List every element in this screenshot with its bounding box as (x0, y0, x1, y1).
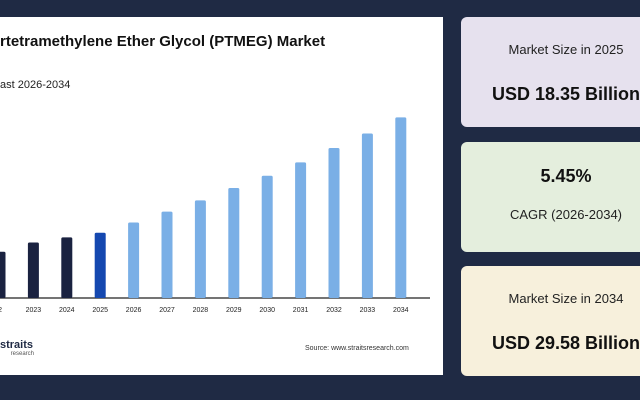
chart-panel: rtetramethylene Ether Glycol (PTMEG) Mar… (0, 17, 443, 375)
bar-2033 (361, 133, 373, 298)
bar-2029 (228, 188, 240, 298)
market-size-2034-card: Market Size in 2034 USD 29.58 Billion (461, 266, 640, 376)
x-tick-label: 2025 (92, 307, 108, 314)
card-value: 5.45% (540, 166, 592, 186)
cagr-card: 5.45% CAGR (2026-2034) (461, 142, 640, 252)
x-tick-label: 2031 (293, 307, 309, 314)
bar-22 (0, 251, 6, 298)
bar-2034 (395, 117, 407, 298)
logo-main-text: straits (0, 339, 34, 351)
bar-2023 (27, 242, 39, 298)
x-tick-label: 2033 (360, 307, 376, 314)
card-label: Market Size in 2034 (508, 291, 624, 306)
bar-2024 (61, 237, 73, 298)
straits-research-logo: straits research (0, 340, 40, 364)
x-tick-label: 2028 (193, 307, 209, 314)
market-size-2025-card: Market Size in 2025 USD 18.35 Billion (461, 17, 640, 127)
bar-2028 (194, 200, 206, 298)
x-tick-label: 2029 (226, 307, 242, 314)
card-label: CAGR (2026-2034) (510, 207, 622, 222)
x-tick-label: 2034 (393, 307, 409, 314)
bar-2032 (328, 147, 340, 298)
logo-sub-text: research (10, 351, 34, 357)
card-label: Market Size in 2025 (508, 42, 624, 57)
x-tick-label: 2026 (126, 307, 142, 314)
chart-title: rtetramethylene Ether Glycol (PTMEG) Mar… (0, 33, 326, 50)
x-tick-label: 2030 (259, 307, 275, 314)
x-tick-label: 2023 (26, 307, 42, 314)
x-tick-label: 2032 (326, 307, 342, 314)
bar-2026 (128, 222, 140, 298)
chart-subtitle: ast 2026-2034 (0, 79, 71, 91)
x-tick-label: 22 (0, 307, 2, 314)
bar-2031 (295, 162, 307, 298)
x-tick-label: 2027 (159, 307, 175, 314)
x-tick-label: 2024 (59, 307, 75, 314)
card-value: USD 18.35 Billion (491, 84, 640, 104)
card-value: USD 29.58 Billion (491, 333, 640, 353)
source-note: Source: www.straitsresearch.com (305, 345, 409, 352)
bar-2030 (261, 175, 273, 298)
bar-chart: 22 2023 2024 2025 2026 2027 2028 2029 2030 2031 20… (0, 117, 430, 314)
bar-2027 (161, 211, 173, 298)
bar-2025 (94, 232, 106, 298)
